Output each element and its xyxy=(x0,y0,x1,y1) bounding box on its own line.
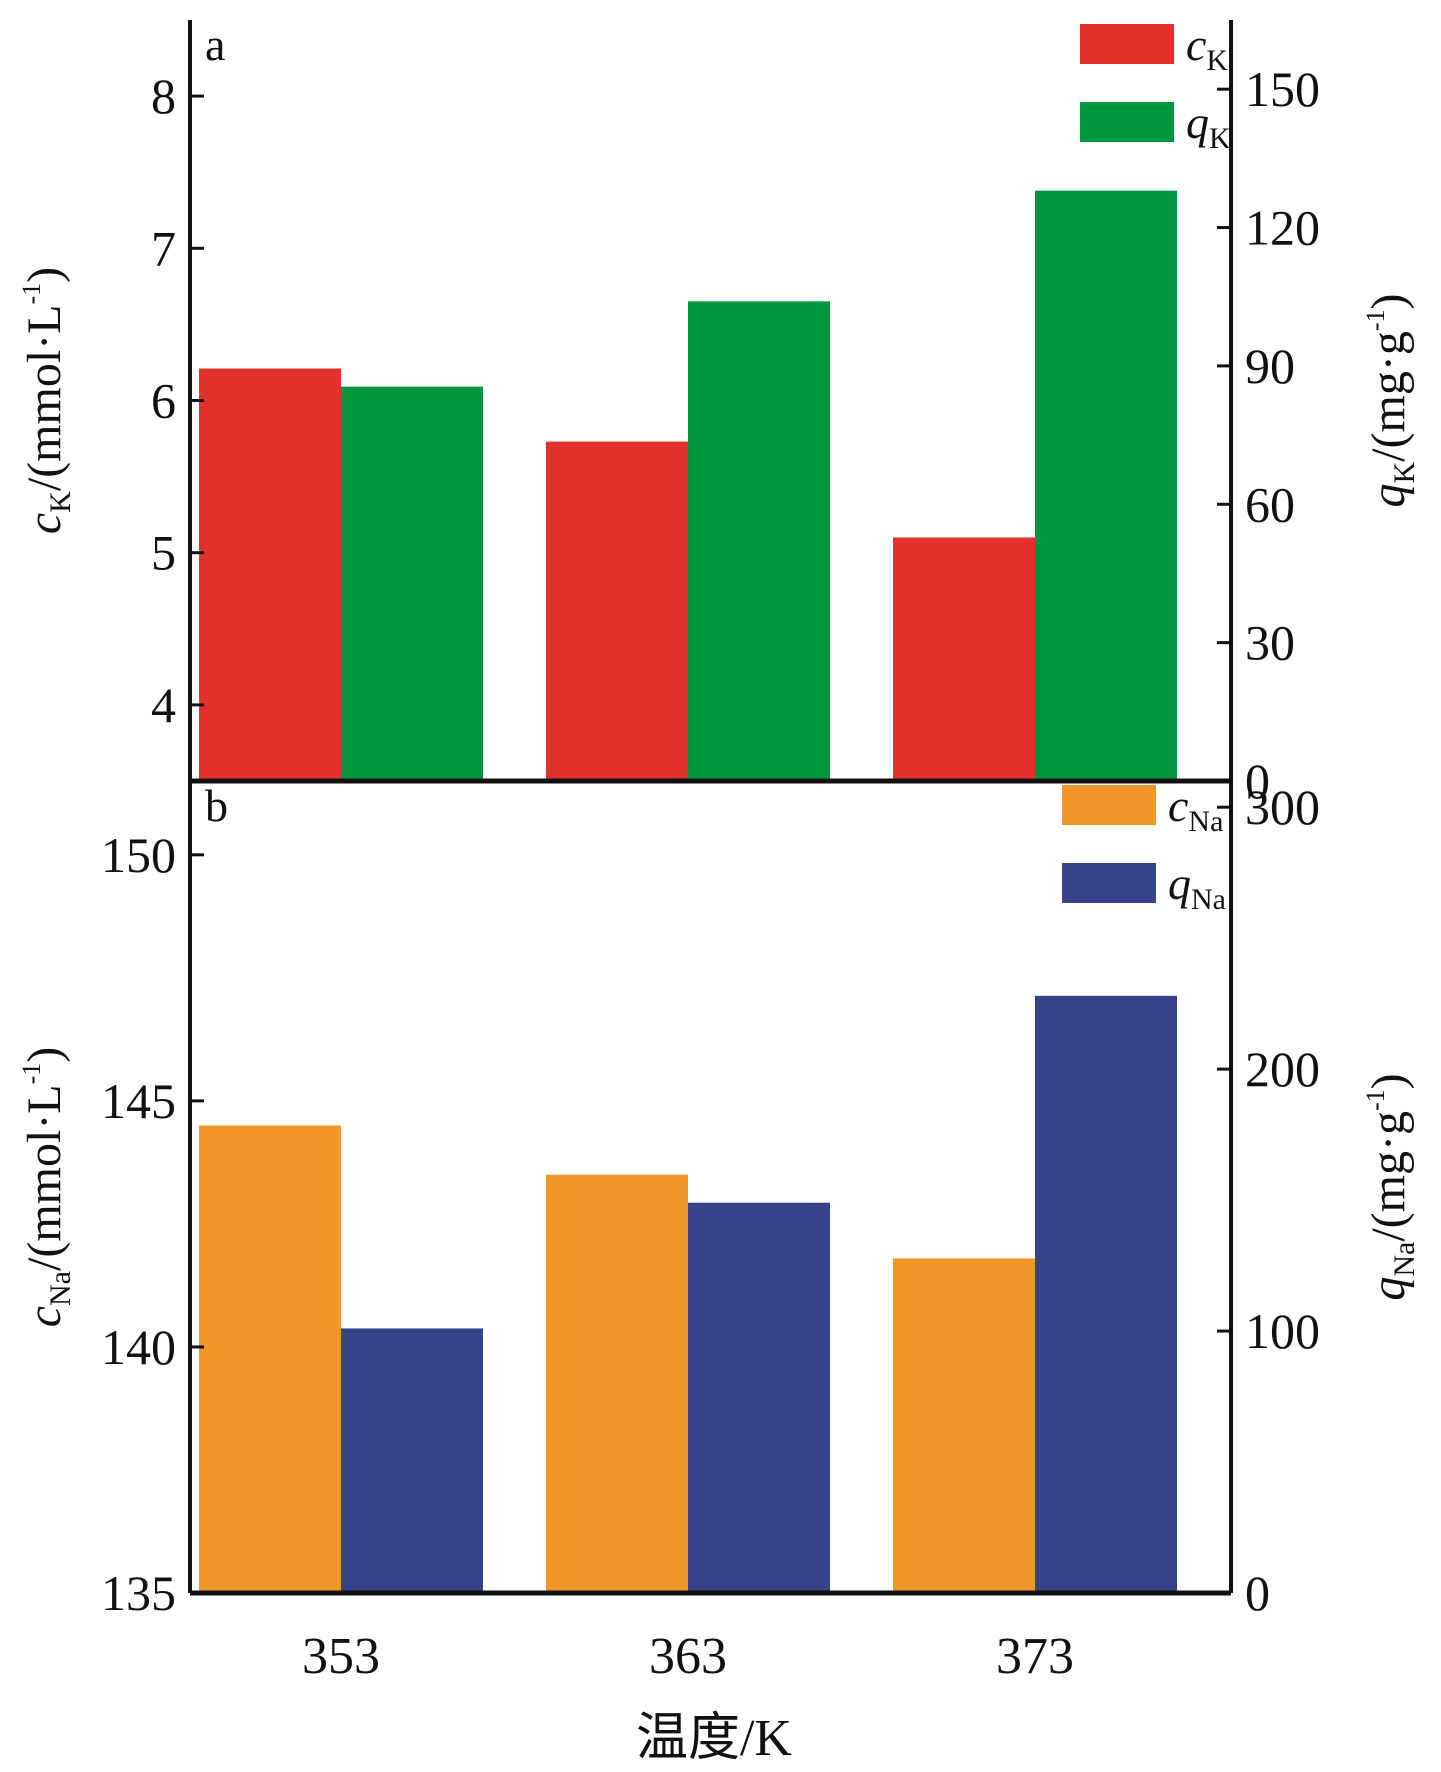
left-axis-title-main: c xyxy=(18,1306,71,1327)
left-axis-title-unit: /(mmol·L xyxy=(18,305,71,492)
x-tick-label: 363 xyxy=(649,1628,727,1685)
left-axis-title-close: ) xyxy=(18,1047,71,1063)
right-axis-title-sub: Na xyxy=(1388,1242,1421,1277)
left-axis-title-sup: -1 xyxy=(17,1063,46,1085)
legend-swatch-cK xyxy=(1080,24,1174,64)
left-axis-title: cK/(mmol·L-1) xyxy=(17,267,77,534)
panel-label: a xyxy=(205,19,225,70)
legend-swatch-qK xyxy=(1080,102,1174,142)
right-tick-label: 90 xyxy=(1245,338,1295,394)
left-tick-label: 5 xyxy=(151,525,176,581)
right-axis-title-close: ) xyxy=(1362,294,1415,310)
right-tick-label: 120 xyxy=(1245,200,1320,256)
left-tick-label: 8 xyxy=(151,68,176,124)
x-tick-label: 353 xyxy=(302,1628,380,1685)
legend-label-main: q xyxy=(1186,97,1209,148)
bar-cK-353 xyxy=(199,368,341,781)
left-axis-title-unit: /(mmol·L xyxy=(18,1084,71,1271)
left-tick-label: 145 xyxy=(101,1073,176,1129)
left-tick-label: 4 xyxy=(151,677,176,733)
right-tick-label: 60 xyxy=(1245,476,1295,532)
bar-cNa-363 xyxy=(546,1174,688,1593)
legend-swatch-qNa xyxy=(1062,863,1156,903)
legend-label-main: c xyxy=(1168,780,1188,831)
panel-label: b xyxy=(205,780,228,831)
right-axis-title-unit: /(mg·g xyxy=(1362,331,1415,462)
right-tick-label: 300 xyxy=(1245,779,1320,835)
legend-label-main: c xyxy=(1186,19,1206,70)
x-tick-label: 373 xyxy=(996,1628,1074,1685)
right-axis-title-sup: -1 xyxy=(1361,310,1390,332)
left-axis-title: cNa/(mmol·L-1) xyxy=(17,1047,77,1328)
bar-qNa-373 xyxy=(1035,995,1177,1593)
left-axis-title-close: ) xyxy=(18,267,71,283)
left-tick-label: 135 xyxy=(101,1565,176,1621)
x-axis-title: 温度/K xyxy=(636,1710,792,1767)
left-axis-title-sup: -1 xyxy=(17,283,46,305)
right-tick-label: 200 xyxy=(1245,1041,1320,1097)
bar-qK-373 xyxy=(1035,190,1177,781)
legend-label-qNa: qNa xyxy=(1168,858,1226,916)
bar-cNa-373 xyxy=(893,1258,1035,1593)
bar-qNa-363 xyxy=(688,1202,830,1593)
legend-swatch-cNa xyxy=(1062,785,1156,825)
right-axis-title-sup: -1 xyxy=(1361,1089,1390,1111)
bar-cNa-353 xyxy=(199,1125,341,1593)
left-tick-label: 140 xyxy=(101,1319,176,1375)
right-tick-label: 150 xyxy=(1245,61,1320,117)
left-axis-title-main: c xyxy=(18,513,71,534)
right-axis-title: qNa/(mg·g-1) xyxy=(1361,1073,1421,1300)
left-tick-label: 6 xyxy=(151,373,176,429)
legend-label-sub: K xyxy=(1209,122,1231,155)
legend-label-main: q xyxy=(1168,858,1191,909)
left-tick-label: 150 xyxy=(101,827,176,883)
right-axis-title-main: q xyxy=(1362,1277,1415,1301)
shared-x-axis: 353 363 373 温度/K xyxy=(190,778,1231,1767)
left-tick-label: 7 xyxy=(151,220,176,276)
legend-label-sub: Na xyxy=(1191,883,1226,916)
legend-label-cNa: cNa xyxy=(1168,780,1223,838)
bar-qK-353 xyxy=(341,386,483,781)
right-tick-label: 0 xyxy=(1245,753,1270,809)
panel-b: 1351401451500100200300bcNa/(mmol·L-1)qNa… xyxy=(17,779,1421,1621)
legend-label-cK: cK xyxy=(1186,19,1228,77)
legend-label-qK: qK xyxy=(1186,97,1231,155)
right-axis-title: qK/(mg·g-1) xyxy=(1361,294,1421,508)
right-axis-title-sub: K xyxy=(1388,461,1421,483)
left-axis-title-sub: Na xyxy=(44,1271,77,1306)
right-axis-title-main: q xyxy=(1362,483,1415,507)
right-tick-label: 0 xyxy=(1245,1565,1270,1621)
right-tick-label: 100 xyxy=(1245,1303,1320,1359)
legend-label-sub: K xyxy=(1206,44,1228,77)
legend-label-sub: Na xyxy=(1188,805,1223,838)
bar-qNa-353 xyxy=(341,1328,483,1593)
panel-a: 456780306090120150acK/(mmol·L-1)qK/(mg·g… xyxy=(17,19,1421,809)
right-axis-title-unit: /(mg·g xyxy=(1362,1111,1415,1242)
left-axis-title-sub: K xyxy=(44,491,77,513)
bar-cK-373 xyxy=(893,537,1035,781)
bar-qK-363 xyxy=(688,301,830,781)
bar-cK-363 xyxy=(546,441,688,781)
right-tick-label: 30 xyxy=(1245,615,1295,671)
right-axis-title-close: ) xyxy=(1362,1073,1415,1089)
